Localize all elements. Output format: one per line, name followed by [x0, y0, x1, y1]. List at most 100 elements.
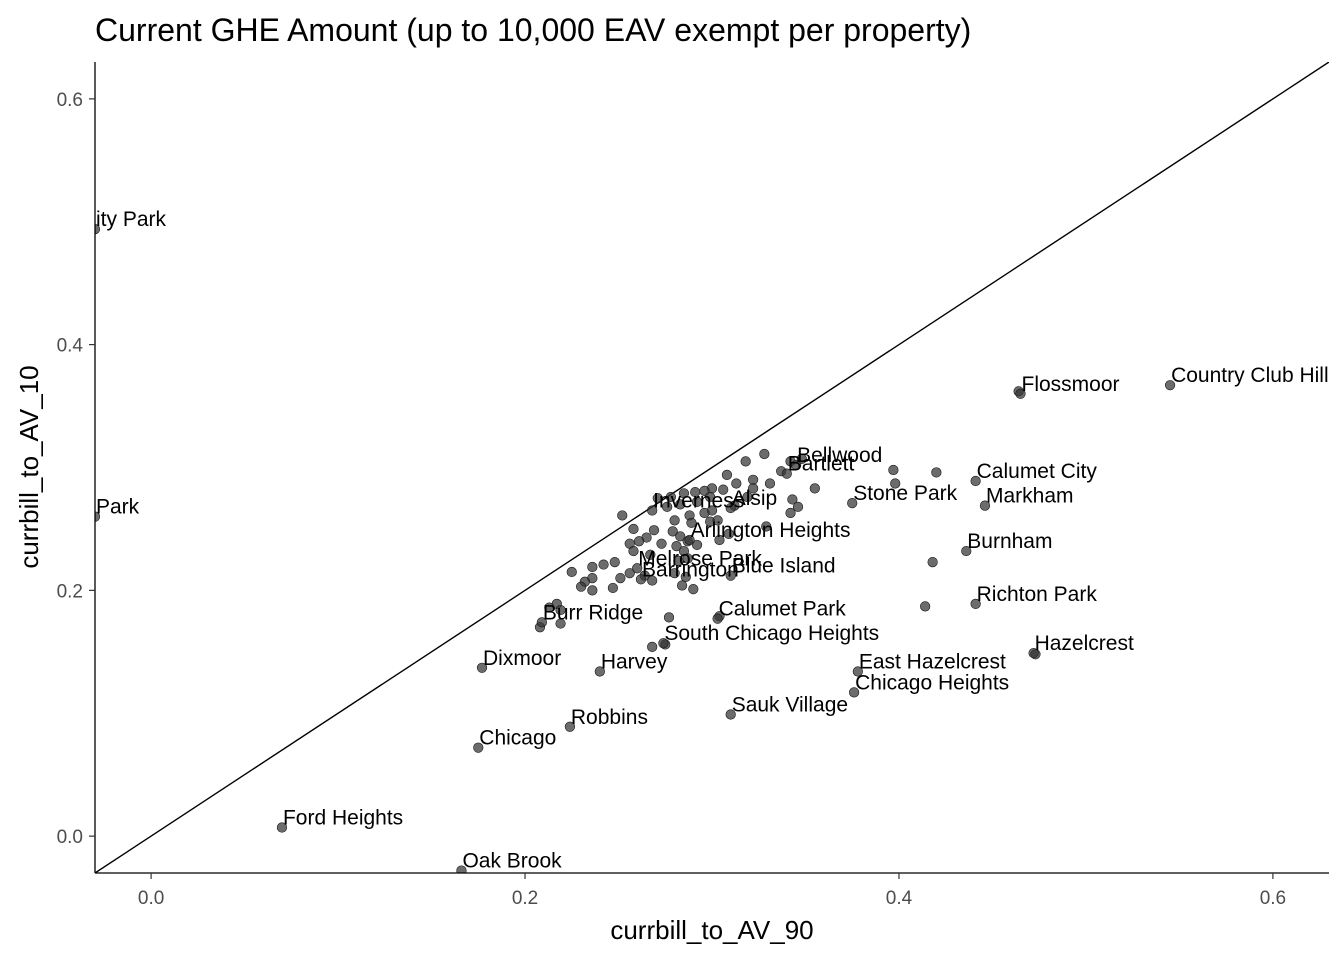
data-point: [712, 613, 723, 624]
data-point: [566, 566, 577, 578]
point-label: Ford Heights: [283, 807, 403, 830]
data-point: [725, 709, 736, 720]
data-point: [785, 507, 796, 519]
data-point: [691, 539, 703, 551]
data-point: [598, 559, 609, 570]
data-point: [607, 582, 619, 594]
data-point: [931, 467, 942, 478]
point-label: South Chicago Heights: [664, 622, 879, 645]
data-point: [652, 493, 663, 504]
data-point: [920, 601, 931, 612]
data-point: [645, 549, 656, 560]
data-point: [714, 534, 725, 546]
data-point: [628, 523, 639, 535]
data-point: [678, 488, 690, 499]
data-point: [647, 505, 658, 516]
data-point: [587, 561, 598, 573]
point-label: East Hazelcrest: [859, 650, 1006, 673]
data-point: [1164, 380, 1176, 391]
data-point: [633, 536, 645, 547]
point-label: Melrose Park: [638, 547, 762, 570]
data-point: [684, 534, 695, 546]
point-label: ity Park: [96, 208, 167, 231]
point-label: Markham: [986, 485, 1074, 508]
point-label: Bartlett: [788, 453, 855, 476]
data-point: [675, 499, 686, 510]
x-tick-label: 0.2: [512, 888, 538, 909]
y-axis-ticks: 0.0 0.2 0.4 0.6: [57, 90, 95, 848]
point-label: Bellwood: [797, 444, 882, 467]
data-point: [473, 742, 484, 753]
data-point: [676, 580, 688, 591]
data-point: [699, 507, 710, 519]
data-point: [536, 617, 547, 628]
data-point: [587, 585, 598, 596]
data-point: [723, 528, 734, 539]
data-point: [647, 575, 658, 586]
data-point: [624, 568, 635, 579]
point-label: Calumet City: [977, 460, 1098, 483]
point-label: Chicago: [479, 727, 556, 750]
data-point: [764, 478, 776, 489]
data-point: [792, 501, 804, 512]
data-point: [725, 570, 736, 581]
point-label: Flossmoor: [1022, 373, 1120, 396]
data-point: [848, 687, 860, 698]
data-point: [617, 510, 628, 521]
y-tick-label: 0.2: [57, 581, 83, 602]
x-axis-title: currbill_to_AV_90: [610, 915, 813, 945]
data-point: [95, 511, 101, 522]
data-point: [787, 494, 798, 505]
data-point: [675, 531, 686, 542]
data-point: [669, 515, 680, 526]
data-point: [691, 496, 703, 508]
point-label: Burr Ridge: [543, 601, 643, 624]
y-tick-label: 0.6: [57, 90, 83, 111]
data-point: [748, 483, 759, 494]
data-point: [970, 475, 981, 487]
data-point: [970, 598, 981, 609]
data-point: [671, 541, 682, 552]
data-point: [791, 459, 802, 471]
data-point: [576, 581, 587, 592]
data-point: [961, 545, 972, 557]
data-point: [847, 498, 858, 509]
data-point: [725, 502, 736, 514]
data-point: [632, 563, 643, 574]
data-point: [669, 568, 680, 579]
y-axis-title: currbill_to_AV_10: [14, 365, 44, 568]
data-point: [688, 584, 699, 595]
x-tick-label: 0.0: [138, 888, 164, 909]
point-label: Arlington Heights: [691, 519, 851, 542]
data-point: [564, 721, 576, 732]
chart-title: Current GHE Amount (up to 10,000 EAV exe…: [95, 12, 971, 48]
y-tick-label: 0.4: [57, 336, 84, 357]
reference-line: [95, 62, 1329, 873]
data-point: [705, 491, 716, 503]
point-label: Alsip: [732, 487, 778, 510]
data-point: [667, 526, 678, 537]
data-point: [759, 448, 770, 460]
point-label: Hazelcrest: [1035, 632, 1134, 655]
data-point: [731, 478, 742, 489]
point-label: Sauk Village: [732, 693, 848, 716]
data-point: [647, 641, 658, 653]
data-point: [555, 604, 566, 616]
data-point: [658, 638, 669, 649]
data-point: [740, 456, 751, 467]
data-point: [635, 574, 647, 585]
point-label: Chicago Heights: [855, 671, 1009, 694]
point-label: Park: [96, 496, 140, 519]
data-point: [628, 545, 639, 557]
data-point: [594, 666, 605, 677]
point-label: Burnham: [967, 530, 1052, 553]
data-point: [544, 602, 555, 613]
data-point: [95, 224, 101, 235]
data-point: [682, 553, 693, 564]
data-point: [1015, 388, 1026, 399]
plot-panel: ity Park Park Country Club Hills Flossmoor B…: [95, 62, 1329, 873]
data-point: [852, 666, 863, 677]
data-point: [680, 571, 691, 582]
data-point: [927, 557, 938, 568]
